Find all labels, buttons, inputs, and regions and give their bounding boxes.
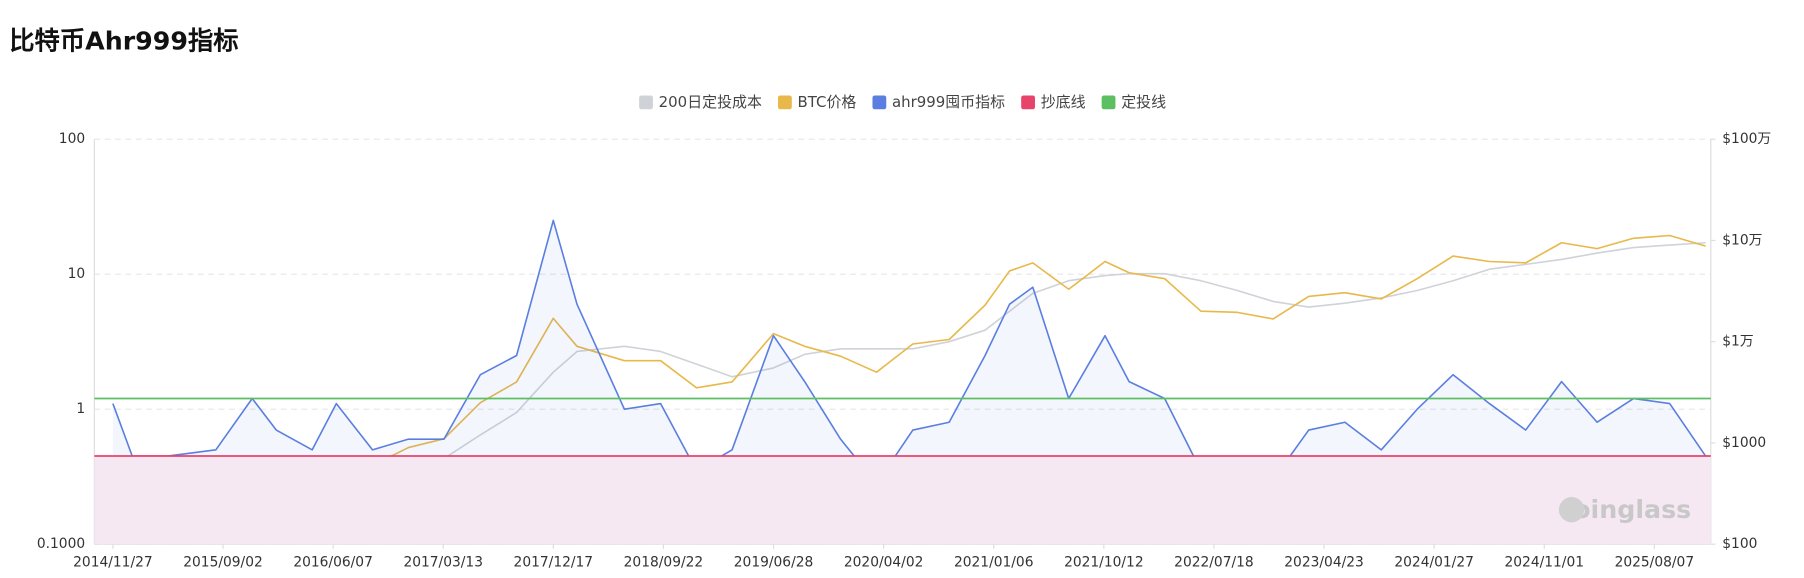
y-tick-label: 1 <box>76 401 85 417</box>
y2-tick-label: $1000 <box>1722 435 1766 451</box>
x-tick-label: 2017/03/13 <box>403 555 483 571</box>
legend-item: 定投线 <box>1101 93 1166 111</box>
x-tick-label: 2019/06/28 <box>734 555 814 571</box>
x-tick-label: 2017/12/17 <box>514 555 594 571</box>
x-tick-label: 2021/10/12 <box>1064 555 1144 571</box>
x-tick-label: 2016/06/07 <box>293 555 373 571</box>
y-tick-label: 0.1000 <box>37 536 85 552</box>
x-tick-label: 2022/07/18 <box>1174 555 1254 571</box>
x-tick-label: 2024/01/27 <box>1394 555 1474 571</box>
legend-item: BTC价格 <box>777 93 857 111</box>
chart-title: 比特币Ahr999指标 <box>9 27 238 56</box>
x-tick-label: 2020/04/02 <box>844 555 924 571</box>
y2-tick-label: $100万 <box>1722 131 1771 147</box>
x-tick-label: 2025/08/07 <box>1615 555 1695 571</box>
y2-tick-label: $10万 <box>1722 232 1762 248</box>
legend: 200日定投成本 BTC价格 ahr999囤币指标 抄底线 定投线 <box>639 93 1166 111</box>
legend-swatch <box>1021 95 1035 110</box>
legend-label: BTC价格 <box>798 93 857 111</box>
legend-item: 200日定投成本 <box>639 93 762 111</box>
y-tick-label: 100 <box>59 131 85 147</box>
legend-label: 200日定投成本 <box>659 93 762 111</box>
legend-label: ahr999囤币指标 <box>892 93 1005 111</box>
x-tick-label: 2021/01/06 <box>954 555 1034 571</box>
x-tick-label: 2023/04/23 <box>1284 555 1364 571</box>
legend-item: 抄底线 <box>1021 93 1086 111</box>
x-tick-label: 2014/11/27 <box>73 555 153 571</box>
plot: 0.1000 1 10 100 $100 $1000 $1万 $10万 $100万 2014/11… <box>37 131 1771 570</box>
legend-swatch <box>777 95 792 110</box>
x-tick-label: 2024/11/01 <box>1504 555 1584 571</box>
legend-label: 定投线 <box>1121 93 1166 111</box>
legend-item: ahr999囤币指标 <box>872 93 1005 111</box>
legend-swatch <box>872 95 887 110</box>
y2-tick-label: $1万 <box>1722 334 1753 350</box>
y-tick-label: 10 <box>68 266 86 282</box>
y2-tick-label: $100 <box>1722 536 1757 552</box>
x-tick-label: 2018/09/22 <box>624 555 704 571</box>
watermark-logo <box>1558 497 1585 523</box>
legend-label: 抄底线 <box>1041 93 1086 111</box>
legend-swatch <box>1101 95 1116 110</box>
x-tick-label: 2015/09/02 <box>183 555 263 571</box>
bottom-zone <box>94 455 1711 545</box>
legend-swatch <box>639 95 653 110</box>
